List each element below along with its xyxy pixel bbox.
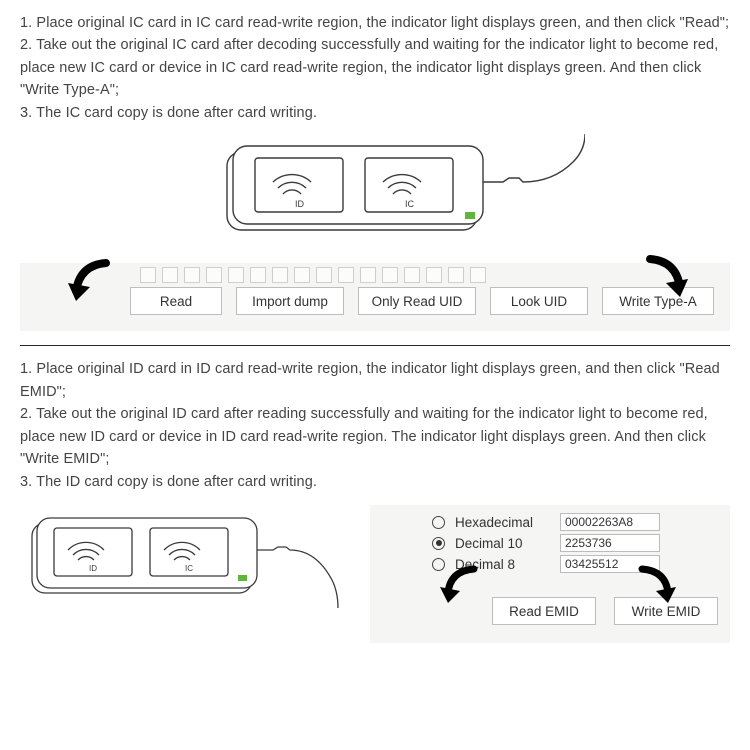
svg-text:ID: ID	[295, 199, 305, 209]
read-button[interactable]: Read	[130, 287, 222, 315]
sector-checkbox[interactable]	[272, 267, 288, 283]
section-ic: 1. Place original IC card in IC card rea…	[0, 0, 750, 124]
instruction-line: 2. Take out the original ID card after r…	[20, 403, 730, 470]
radio-label: Decimal 10	[455, 536, 550, 551]
sector-checkbox[interactable]	[360, 267, 376, 283]
device-illustration-id: ID IC	[20, 505, 340, 620]
sector-checkbox[interactable]	[404, 267, 420, 283]
format-value-field[interactable]: 00002263A8	[560, 513, 660, 531]
checkbox-row	[20, 267, 730, 283]
sector-checkbox[interactable]	[162, 267, 178, 283]
sector-checkbox[interactable]	[294, 267, 310, 283]
instruction-line: 1. Place original ID card in ID card rea…	[20, 358, 730, 403]
import-dump-button[interactable]: Import dump	[236, 287, 344, 315]
sector-checkbox[interactable]	[426, 267, 442, 283]
sector-checkbox[interactable]	[448, 267, 464, 283]
instruction-line: 3. The IC card copy is done after card w…	[20, 102, 730, 124]
ic-toolbar: ReadImport dumpOnly Read UIDLook UIDWrit…	[20, 263, 730, 331]
sector-checkbox[interactable]	[206, 267, 222, 283]
ic-button-row: ReadImport dumpOnly Read UIDLook UIDWrit…	[20, 287, 730, 315]
card-reader-icon: ID IC	[20, 505, 340, 615]
sector-checkbox[interactable]	[184, 267, 200, 283]
sector-checkbox[interactable]	[140, 267, 156, 283]
instruction-line: 2. Take out the original IC card after d…	[20, 34, 730, 101]
arrow-read-icon	[62, 257, 126, 317]
look-uid-button[interactable]: Look UID	[490, 287, 588, 315]
sector-checkbox[interactable]	[228, 267, 244, 283]
device-illustration-ic: ID IC	[0, 132, 750, 257]
instruction-line: 3. The ID card copy is done after card w…	[20, 471, 730, 493]
format-radio[interactable]	[432, 537, 445, 550]
arrow-write-emid-icon	[624, 563, 682, 617]
sector-checkbox[interactable]	[338, 267, 354, 283]
instruction-line: 1. Place original IC card in IC card rea…	[20, 12, 730, 34]
format-radio[interactable]	[432, 516, 445, 529]
sector-checkbox[interactable]	[316, 267, 332, 283]
arrow-read-emid-icon	[434, 563, 492, 617]
card-reader-icon: ID IC	[165, 132, 585, 252]
radio-label: Hexadecimal	[455, 515, 550, 530]
sector-checkbox[interactable]	[382, 267, 398, 283]
sector-checkbox[interactable]	[470, 267, 486, 283]
svg-text:IC: IC	[185, 564, 193, 573]
svg-text:ID: ID	[89, 564, 97, 573]
format-radio-row: Decimal 10 2253736	[382, 534, 718, 552]
format-radio-row: Hexadecimal 00002263A8	[382, 513, 718, 531]
id-bottom-row: ID IC Hexadecimal 00002263A8 Decimal 10 225…	[0, 505, 750, 643]
read-emid-button[interactable]: Read EMID	[492, 597, 596, 625]
id-panel: Hexadecimal 00002263A8 Decimal 10 2253736De…	[370, 505, 730, 643]
sector-checkbox[interactable]	[250, 267, 266, 283]
format-value-field[interactable]: 2253736	[560, 534, 660, 552]
section-id: 1. Place original ID card in ID card rea…	[0, 346, 750, 493]
only-read-uid-button[interactable]: Only Read UID	[358, 287, 476, 315]
arrow-write-icon	[630, 253, 694, 313]
svg-text:IC: IC	[405, 199, 415, 209]
